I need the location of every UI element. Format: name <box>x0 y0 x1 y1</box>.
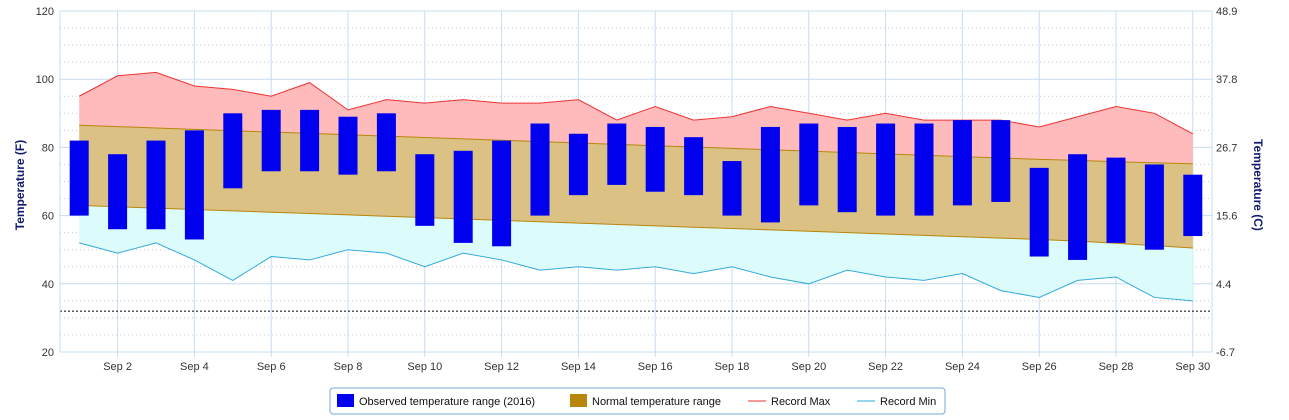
observed-bar <box>991 120 1011 202</box>
normal-low-line <box>79 204 1193 249</box>
record-max-area <box>79 72 1193 164</box>
observed-bar <box>453 150 473 243</box>
observed-bar <box>338 116 358 175</box>
y2-tick-label: 26.7 <box>1216 142 1237 154</box>
observed-bar <box>607 123 627 185</box>
axes: 20 40 60 80 100 120 -6.7 4.4 15.6 26.7 37.8 48.9 Sep… <box>36 6 1238 373</box>
observed-bars <box>69 109 1203 260</box>
x-tick-label: Sep 4 <box>180 361 209 373</box>
observed-bar <box>69 140 89 216</box>
x-tick-label: Sep 16 <box>638 361 673 373</box>
range-areas <box>60 71 1212 312</box>
observed-bar <box>492 140 512 247</box>
observed-bar <box>184 130 204 240</box>
observed-bar <box>1106 157 1126 243</box>
observed-bar <box>952 120 972 206</box>
legend-normal-label: Normal temperature range <box>592 396 721 408</box>
y-tick-label: 120 <box>36 6 54 18</box>
observed-bar <box>722 161 742 216</box>
observed-bar <box>223 113 243 189</box>
y2-tick-label: 37.8 <box>1216 74 1237 86</box>
x-tick-label: Sep 14 <box>561 361 596 373</box>
legend-box <box>329 387 946 415</box>
y-tick-label: 80 <box>42 142 54 154</box>
observed-bar <box>568 133 588 196</box>
observed-bar <box>876 123 896 216</box>
observed-bar <box>300 109 320 172</box>
record-min-area <box>79 205 1193 301</box>
y-tick-label: 40 <box>42 279 54 291</box>
y2-axis-title: Temperature (C) <box>1251 139 1265 231</box>
legend-observed-swatch <box>337 394 354 407</box>
observed-bar <box>1144 164 1164 250</box>
observed-bar <box>146 140 166 230</box>
x-tick-label: Sep 12 <box>484 361 519 373</box>
legend-record-min-label: Record Min <box>880 396 936 408</box>
legend-record-max-label: Record Max <box>771 396 831 408</box>
legend: Observed temperature range (2016) Normal… <box>329 387 946 415</box>
x-tick-label: Sep 20 <box>791 361 826 373</box>
y-tick-label: 60 <box>42 211 54 223</box>
observed-bar <box>760 126 780 223</box>
x-tick-label: Sep 22 <box>868 361 903 373</box>
observed-bar <box>376 113 396 172</box>
observed-bar <box>684 137 704 196</box>
observed-bar <box>1183 174 1203 237</box>
observed-bar <box>530 123 550 216</box>
legend-observed-label: Observed temperature range (2016) <box>359 396 535 408</box>
x-tick-label: Sep 6 <box>257 361 286 373</box>
y-tick-label: 100 <box>36 74 54 86</box>
observed-bar <box>1029 167 1049 257</box>
normal-range-area <box>79 125 1193 248</box>
observed-bar <box>645 126 665 192</box>
x-tick-label: Sep 24 <box>945 361 980 373</box>
observed-bar <box>837 126 857 213</box>
x-tick-label: Sep 10 <box>407 361 442 373</box>
observed-bar <box>415 154 435 226</box>
x-tick-label: Sep 26 <box>1022 361 1057 373</box>
record-min-line <box>79 242 1193 302</box>
legend-normal-swatch <box>570 394 587 407</box>
observed-bar <box>1068 154 1088 260</box>
y-tick-label: 20 <box>42 347 54 359</box>
y2-tick-label: 48.9 <box>1216 6 1237 18</box>
x-tick-label: Sep 28 <box>1099 361 1134 373</box>
x-tick-label: Sep 18 <box>715 361 750 373</box>
y-axis-title: Temperature (F) <box>13 140 27 230</box>
observed-bar <box>914 123 934 216</box>
observed-bar <box>261 109 281 172</box>
observed-bar <box>799 123 819 206</box>
x-tick-label: Sep 8 <box>334 361 363 373</box>
x-tick-label: Sep 30 <box>1175 361 1210 373</box>
x-tick-label: Sep 2 <box>103 361 132 373</box>
observed-bar <box>108 154 128 230</box>
y2-tick-label: 15.6 <box>1216 211 1237 223</box>
y2-tick-label: 4.4 <box>1216 279 1231 291</box>
y2-tick-label: -6.7 <box>1216 347 1235 359</box>
